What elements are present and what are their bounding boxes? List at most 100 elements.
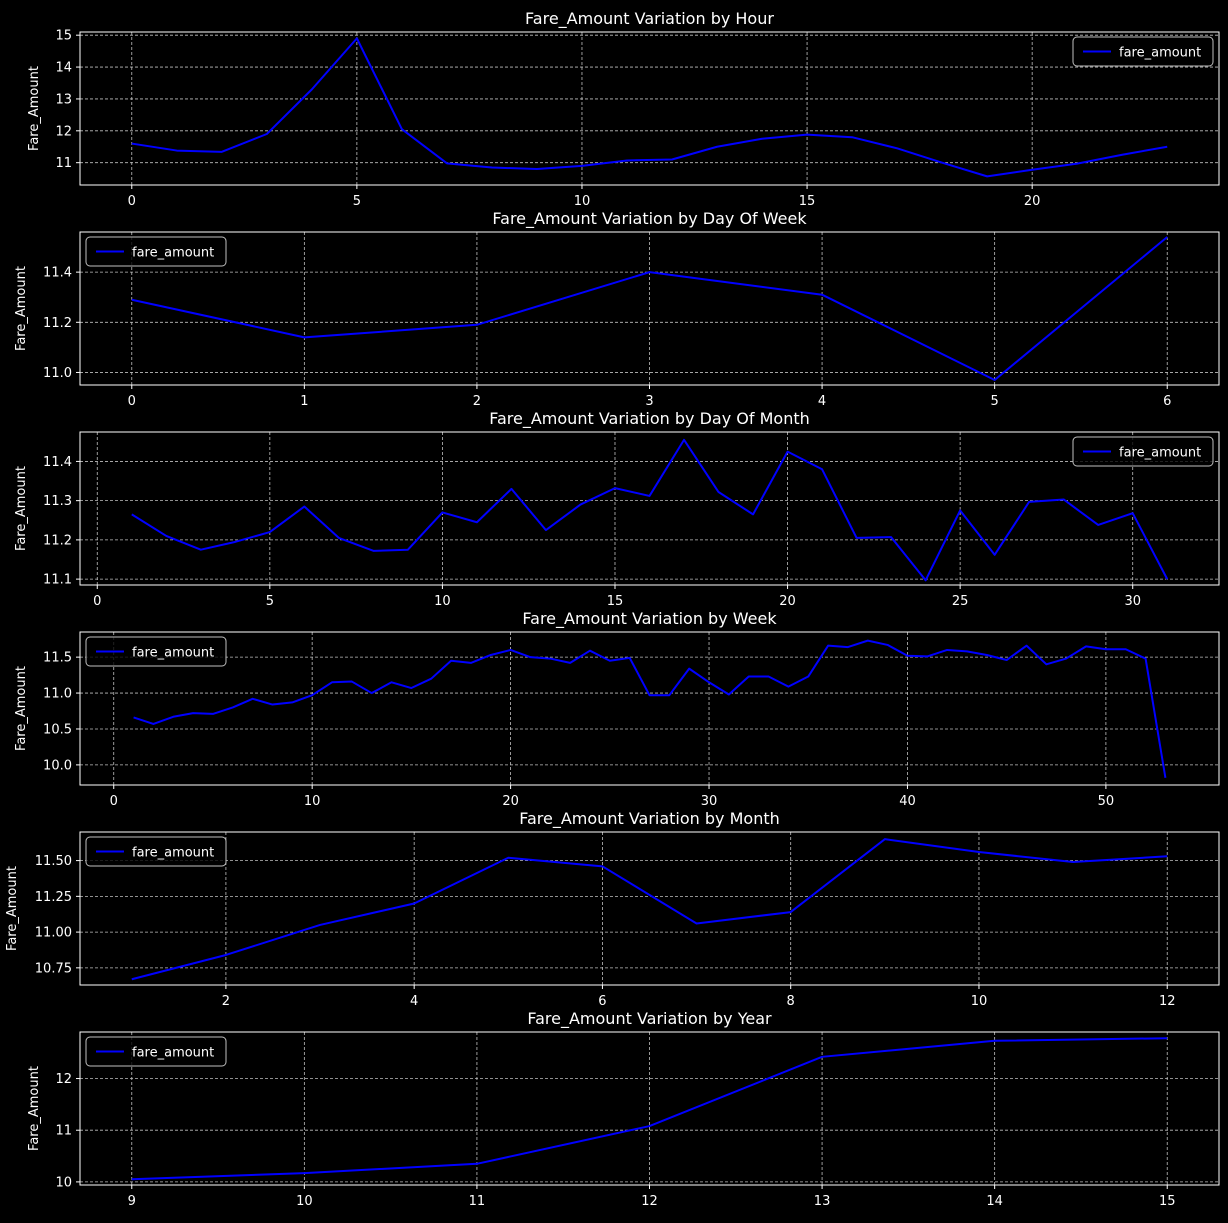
x-tick-label: 20 (502, 794, 519, 809)
y-tick-label: 11.0 (43, 366, 72, 381)
x-tick-label: 12 (1159, 994, 1176, 1009)
x-tick-label: 4 (410, 994, 418, 1009)
chart-title: Fare_Amount Variation by Year (527, 1009, 772, 1029)
x-tick-label: 10 (434, 594, 451, 609)
x-tick-label: 12 (641, 1194, 658, 1209)
y-tick-label: 11.00 (35, 926, 72, 941)
y-tick-label: 10 (55, 1175, 72, 1190)
x-tick-label: 9 (128, 1194, 136, 1209)
chart-panel-6: Fare_Amount Variation by Year 9 10 11 12 13 14… (27, 1009, 1220, 1209)
axes-frame (79, 431, 1220, 586)
y-tick-label: 15 (55, 29, 72, 44)
y-tick-label: 11.3 (43, 494, 72, 509)
x-tick-label: 0 (93, 594, 101, 609)
x-tick-label: 4 (818, 394, 826, 409)
x-tick-label: 3 (645, 394, 653, 409)
x-tick-label: 11 (469, 1194, 486, 1209)
axes-frame (79, 1031, 1220, 1186)
y-tick-label: 13 (55, 92, 72, 107)
series-line-fare_amount (131, 236, 1168, 381)
y-tick-label: 11.1 (43, 573, 72, 588)
chart-title: Fare_Amount Variation by Month (519, 809, 780, 829)
legend-box (1072, 36, 1214, 67)
x-tick-label: 10 (574, 194, 591, 209)
x-tick-label: 0 (128, 394, 136, 409)
y-tick-label: 11.25 (35, 890, 72, 905)
x-tick-label: 0 (110, 794, 118, 809)
x-tick-label: 6 (1163, 394, 1171, 409)
series-line-fare_amount (131, 1037, 1168, 1181)
y-axis-label: Fare_Amount (27, 1066, 42, 1151)
y-tick-label: 11.5 (43, 651, 72, 666)
x-tick-label: 5 (266, 594, 274, 609)
x-tick-label: 2 (473, 394, 481, 409)
legend: fare_amount (1072, 436, 1214, 467)
chart-title: Fare_Amount Variation by Week (522, 609, 777, 629)
x-tick-label: 2 (222, 994, 230, 1009)
axes-frame (79, 831, 1220, 986)
x-tick-label: 0 (128, 194, 136, 209)
legend-box (85, 1036, 227, 1067)
x-tick-label: 50 (1098, 794, 1115, 809)
legend-label: fare_amount (132, 846, 214, 861)
y-axis-label: Fare_Amount (5, 866, 20, 951)
x-tick-label: 15 (1159, 1194, 1176, 1209)
y-tick-label: 10.0 (43, 758, 72, 773)
legend-label: fare_amount (132, 646, 214, 661)
axes-frame (79, 231, 1220, 386)
x-tick-label: 10 (304, 794, 321, 809)
legend-box (85, 836, 227, 867)
y-axis-label: Fare_Amount (14, 666, 29, 751)
y-axis-label: Fare_Amount (27, 66, 42, 151)
x-tick-label: 13 (814, 1194, 831, 1209)
x-tick-label: 15 (799, 194, 816, 209)
chart-panel-2: Fare_Amount Variation by Day Of Week 0 1 2 3… (14, 209, 1220, 409)
chart-title: Fare_Amount Variation by Hour (525, 9, 774, 29)
axes-frame (79, 31, 1220, 186)
y-axis-label: Fare_Amount (14, 266, 29, 351)
chart-panel-4: Fare_Amount Variation by Week 0 10 20 30 40 50… (14, 609, 1220, 809)
series-line-fare_amount (131, 37, 1168, 178)
x-tick-label: 15 (607, 594, 624, 609)
axes-frame (79, 631, 1220, 786)
x-tick-label: 40 (899, 794, 916, 809)
x-tick-label: 30 (701, 794, 718, 809)
x-tick-label: 20 (1024, 194, 1041, 209)
legend-label: fare_amount (132, 1046, 214, 1061)
y-axis-label: Fare_Amount (14, 466, 29, 551)
y-tick-label: 11.50 (35, 854, 72, 869)
chart-title: Fare_Amount Variation by Day Of Week (492, 209, 807, 229)
y-tick-label: 11.2 (43, 533, 72, 548)
legend: fare_amount (85, 836, 227, 867)
y-tick-label: 12 (55, 124, 72, 139)
series-line-fare_amount (133, 639, 1167, 778)
legend: fare_amount (85, 636, 227, 667)
chart-panel-5: Fare_Amount Variation by Month 2 4 6 8 10 12 10… (5, 809, 1220, 1009)
y-tick-label: 12 (55, 1072, 72, 1087)
legend: fare_amount (1072, 36, 1214, 67)
chart-panel-1: Fare_Amount Variation by Hour 0 5 10 15 20 11 1… (27, 9, 1220, 209)
y-tick-label: 11 (55, 1124, 72, 1139)
y-tick-label: 10.75 (35, 961, 72, 976)
x-tick-label: 5 (353, 194, 361, 209)
x-tick-label: 6 (598, 994, 606, 1009)
x-tick-label: 1 (300, 394, 308, 409)
x-tick-label: 8 (787, 994, 795, 1009)
y-tick-label: 11 (55, 156, 72, 171)
x-tick-label: 10 (296, 1194, 313, 1209)
x-tick-label: 30 (1124, 594, 1141, 609)
x-tick-label: 25 (952, 594, 969, 609)
legend: fare_amount (85, 236, 227, 267)
legend-label: fare_amount (132, 246, 214, 261)
y-tick-label: 11.4 (43, 266, 72, 281)
y-tick-label: 10.5 (43, 722, 72, 737)
legend-label: fare_amount (1119, 46, 1201, 61)
chart-title: Fare_Amount Variation by Day Of Month (489, 409, 810, 429)
x-tick-label: 20 (779, 594, 796, 609)
x-tick-label: 14 (986, 1194, 1003, 1209)
legend-box (85, 236, 227, 267)
series-line-fare_amount (131, 438, 1169, 582)
x-tick-label: 10 (971, 994, 988, 1009)
